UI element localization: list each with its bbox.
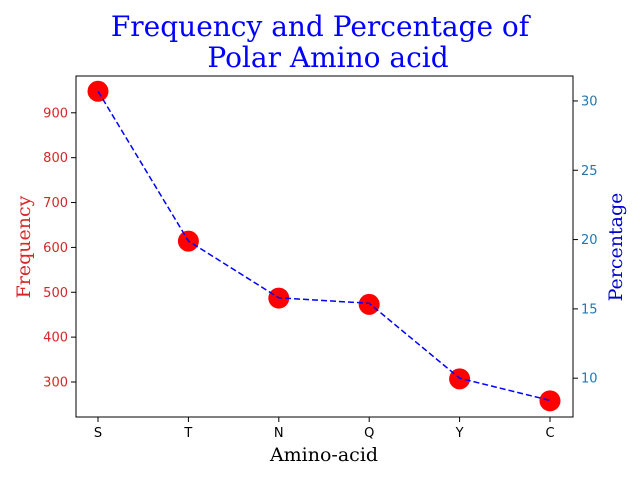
right-y-axis-label: Percentage — [605, 193, 627, 302]
right-tick-label: 10 — [581, 372, 598, 387]
right-tick-label: 20 — [581, 233, 598, 248]
right-y-axis: 10 15 20 25 30 — [573, 94, 598, 387]
chart-title-line-2: Polar Amino acid — [207, 41, 448, 74]
left-tick-label: 500 — [43, 286, 68, 301]
plot-series — [87, 80, 561, 412]
right-tick-label: 30 — [581, 94, 598, 109]
left-y-axis: 300 400 500 600 700 800 900 — [43, 106, 76, 391]
x-axis-label: Amino-acid — [269, 444, 378, 466]
chart-title-line-1: Frequency and Percentage of — [111, 10, 532, 43]
right-tick-label: 25 — [581, 164, 598, 179]
x-tick-label-q: Q — [364, 426, 374, 441]
x-tick-label-c: C — [545, 426, 554, 441]
x-tick-label-t: T — [183, 426, 192, 441]
left-tick-label: 900 — [43, 106, 68, 121]
right-tick-label: 15 — [581, 302, 598, 317]
frequency-marker-q — [358, 293, 380, 315]
plot-frame — [75, 75, 574, 418]
frequency-marker-c — [539, 390, 561, 412]
left-tick-label: 700 — [43, 196, 68, 211]
left-tick-label: 600 — [43, 241, 68, 256]
left-tick-label: 400 — [43, 331, 68, 346]
x-tick-label-n: N — [274, 426, 284, 441]
percentage-line — [97, 90, 551, 402]
x-tick-label-s: S — [94, 426, 102, 441]
left-tick-label: 300 — [43, 376, 68, 391]
left-y-axis-label: Frequency — [13, 195, 35, 298]
x-tick-label-y: Y — [455, 426, 464, 441]
left-tick-label: 800 — [43, 151, 68, 166]
